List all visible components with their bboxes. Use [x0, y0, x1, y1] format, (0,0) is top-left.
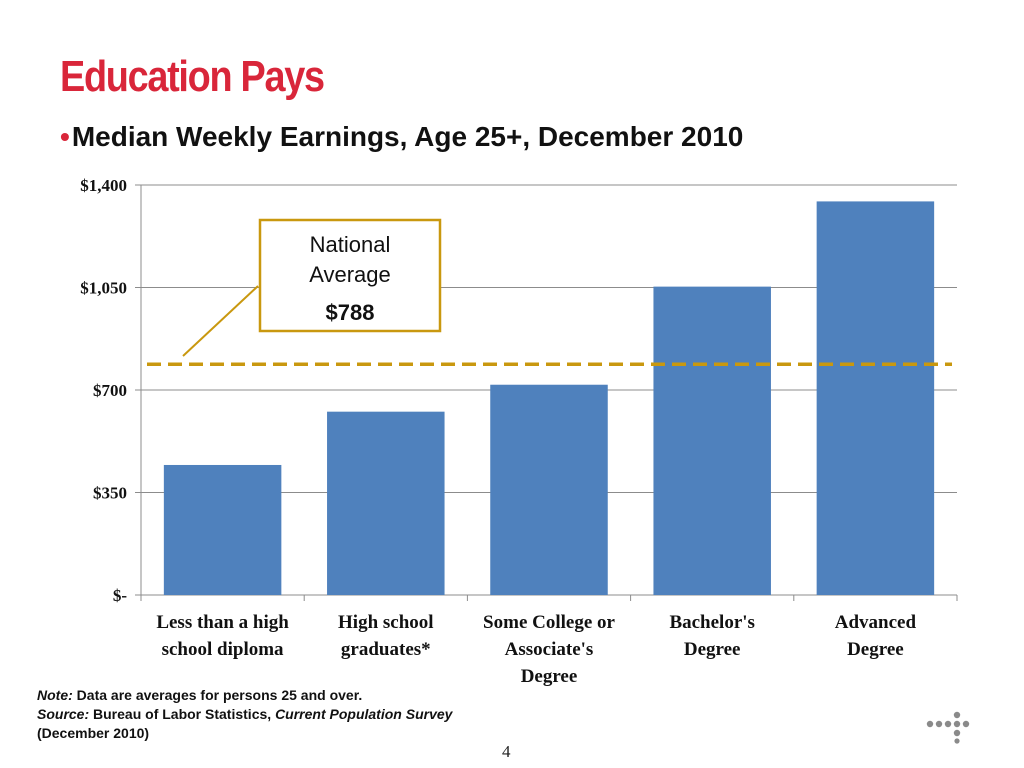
x-tick-label: Degree: [847, 639, 904, 660]
bar: [490, 384, 608, 595]
x-tick-label: Some College or: [483, 612, 615, 633]
x-tick-label: Advanced: [835, 612, 917, 633]
y-tick-label: $1,400: [80, 176, 127, 195]
callout-label: National: [310, 232, 391, 257]
logo-dots-icon: [926, 711, 970, 744]
x-tick-label: school diploma: [162, 639, 284, 660]
callout-label: Average: [309, 262, 391, 287]
x-tick-label: Bachelor's: [669, 612, 755, 633]
bar: [816, 201, 935, 595]
y-tick-label: $700: [93, 381, 127, 400]
note-text: Data are averages for persons 25 and ove…: [72, 687, 363, 703]
subtitle-text: Median Weekly Earnings, Age 25+, Decembe…: [71, 121, 744, 152]
chart-subtitle: •Median Weekly Earnings, Age 25+, Decemb…: [60, 121, 743, 153]
source-line: Source: Bureau of Labor Statistics, Curr…: [37, 705, 452, 724]
source-label: Source:: [37, 706, 90, 722]
x-tick-label: Associate's: [505, 639, 594, 660]
source-text: Bureau of Labor Statistics,: [89, 706, 276, 722]
bar: [327, 411, 445, 595]
footnote-block: Note: Data are averages for persons 25 a…: [37, 686, 452, 743]
source-date: (December 2010): [37, 725, 150, 741]
x-tick-label: Less than a high: [156, 612, 289, 633]
bar: [653, 286, 771, 595]
note-line: Note: Data are averages for persons 25 a…: [37, 686, 452, 705]
x-tick-label: High school: [338, 612, 434, 633]
y-tick-label: $1,050: [80, 279, 127, 298]
y-tick-label: $350: [93, 484, 127, 503]
slide-title: Education Pays: [60, 52, 325, 101]
x-tick-label: Degree: [521, 666, 578, 687]
callout-leader: [182, 285, 259, 357]
x-tick-label: Degree: [684, 639, 741, 660]
note-label: Note:: [37, 687, 73, 703]
callout-label: $788: [326, 300, 375, 325]
bar: [163, 464, 282, 595]
y-tick-label: $-: [113, 586, 128, 605]
x-tick-label: graduates*: [341, 639, 431, 660]
source-title: Current Population Survey: [275, 706, 453, 722]
page-number: 4: [502, 742, 511, 761]
callout-box: [258, 218, 442, 333]
bullet-marker: •: [60, 121, 70, 152]
